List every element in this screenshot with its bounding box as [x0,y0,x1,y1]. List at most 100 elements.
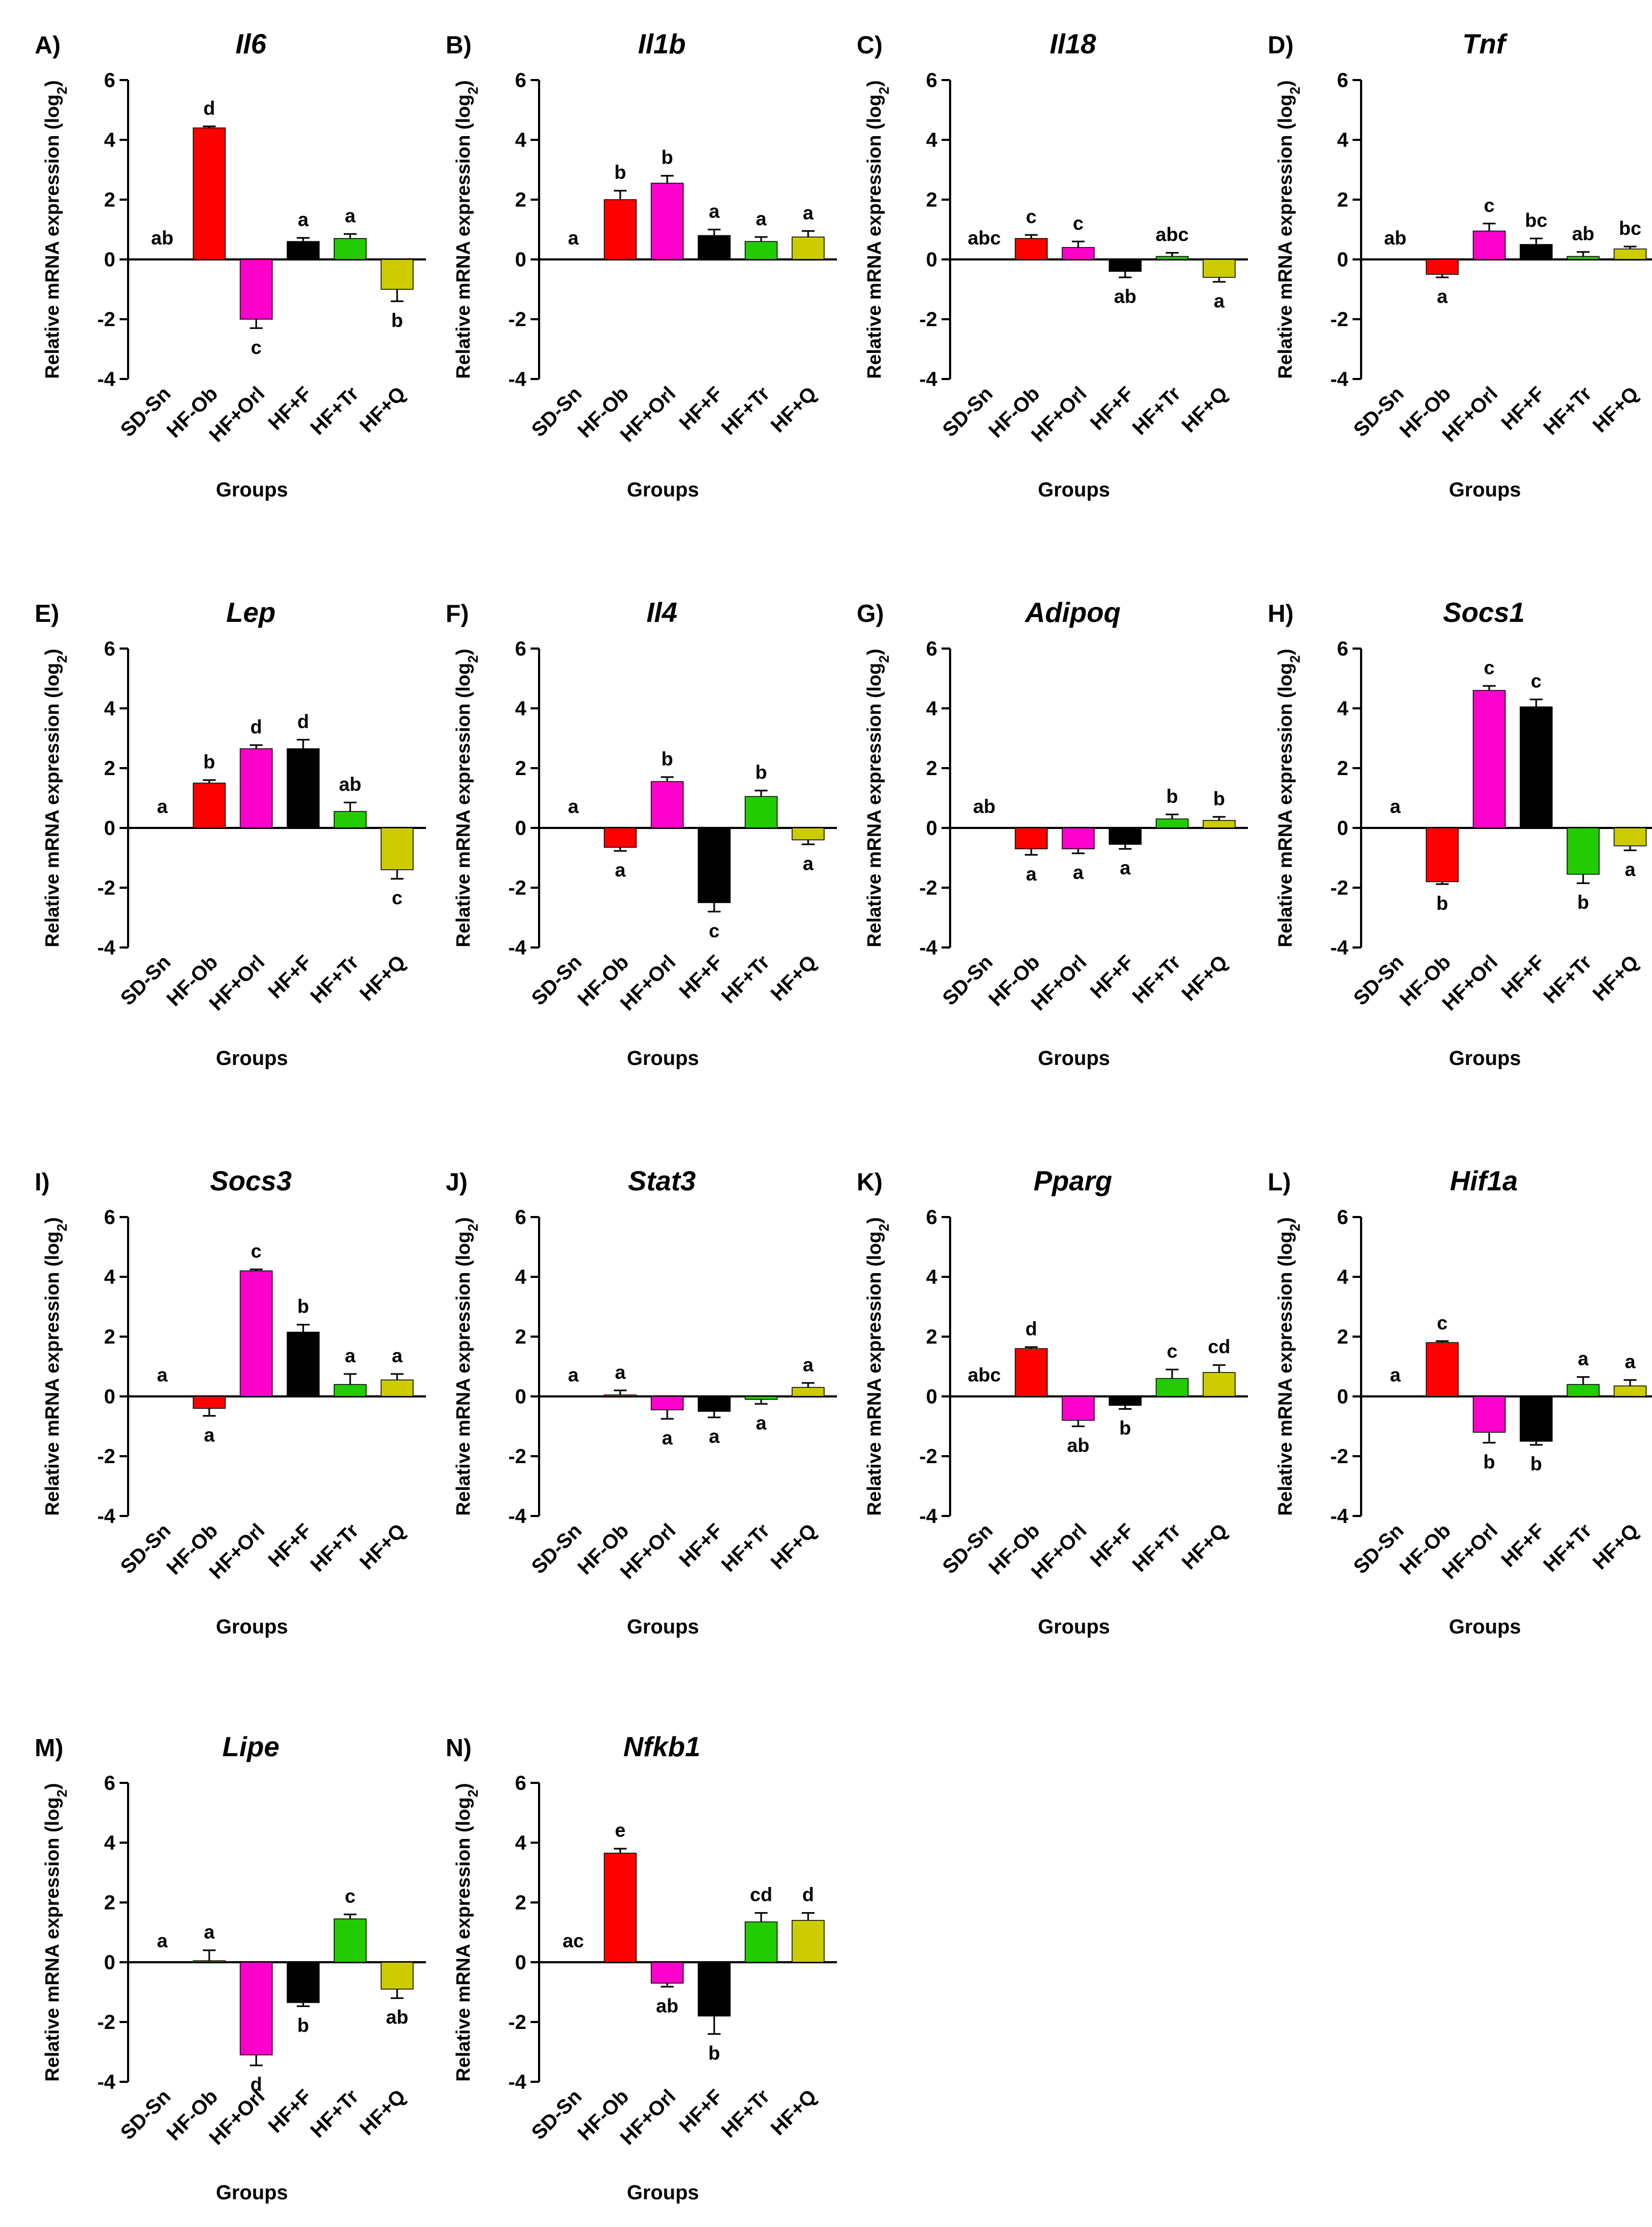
panel-m-bar-2 [240,1962,273,2056]
panel-e-cat-5: HF+Q [355,951,410,1006]
panel-n-y-label: Relative mRNA expression (log2) [452,1783,481,2081]
panel-h-y-tick-label: 2 [1337,757,1348,780]
panel-e-sig-2: d [250,716,262,738]
panel-b-sig-4: a [756,208,767,230]
panel-m-cat-4: HF+Tr [306,2086,363,2143]
panel-c-cat-4: HF+Tr [1128,383,1185,440]
panel-c-sig-3: ab [1114,286,1136,307]
panel-b-bar-1 [604,199,637,260]
panel-a-y-label: Relative mRNA expression (log2) [41,80,70,378]
panel-j-x-label: Groups [627,1616,699,1638]
panel-n-sig-1: e [615,1819,626,1841]
panel-h-y-tick-label: 4 [1337,698,1348,720]
panel-f-y-tick-label: 6 [515,638,526,660]
panel-d-cat-5: HF+Q [1588,383,1643,437]
panel-h-cat-3: HF+F [1497,951,1550,1004]
panel-g-y-label: Relative mRNA expression (log2) [863,649,892,947]
panel-j-cat-3: HF+F [675,1520,728,1572]
panel-i-bar-5 [381,1379,414,1397]
panel-b-y-label: Relative mRNA expression (log2) [452,80,481,378]
panel-l-y-tick-label: -4 [1330,1505,1348,1528]
panel-e-title: Lep [226,597,275,628]
panel-a-sig-5: b [391,309,403,331]
panel-c-cat-0: SD-Sn [938,383,997,441]
panel-h-sig-0: a [1390,795,1401,817]
panel-l-sig-1: c [1437,1312,1448,1333]
panel-e-sig-5: c [392,887,402,909]
panel-h-cat-5: HF+Q [1588,951,1643,1006]
panel-j-y-tick-label: 2 [515,1326,526,1348]
panel-k-sig-4: c [1167,1340,1177,1362]
panel-k-cat-0: SD-Sn [938,1520,997,1578]
panel-h-y-tick-label: 6 [1337,638,1348,660]
panel-e-y-tick-label: 6 [104,638,115,660]
panel-l-bar-4 [1567,1384,1600,1397]
panel-k-cat-3: HF+F [1086,1520,1139,1572]
panel-i-y-tick-label: 6 [104,1206,115,1229]
panel-e-sig-3: d [297,710,309,732]
panel-g-sig-3: a [1120,857,1131,879]
panel-f-cat-3: HF+F [675,951,728,1004]
panel-n-cat-4: HF+Tr [717,2086,774,2143]
panel-l-sig-0: a [1390,1364,1401,1386]
panel-i-sig-4: a [345,1345,356,1367]
panel-l-bar-5 [1614,1385,1647,1397]
panel-g-sig-5: b [1213,787,1225,809]
panel-e-y-tick-label: 0 [104,817,115,840]
panel-c-letter: C) [857,31,883,59]
panel-g-x-label: Groups [1038,1047,1110,1070]
panel-d-y-tick-label: 0 [1337,249,1348,271]
panel-c-sig-0: abc [968,227,1001,249]
panel-c-sig-2: c [1073,212,1084,234]
panel-h-bar-3 [1520,706,1553,828]
panel-f-sig-1: a [615,859,626,881]
panel-h-bar-4 [1567,827,1600,875]
panel-a-y-tick-label: -2 [97,309,115,331]
panel-m-cat-3: HF+F [264,2086,317,2138]
panel-e-y-tick-label: -4 [97,937,115,959]
panel-i-sig-2: c [251,1240,262,1262]
panel-e-x-label: Groups [216,1047,288,1070]
panel-h-cat-4: HF+Tr [1539,951,1596,1008]
panel-f-y-tick-label: 2 [515,757,526,780]
panel-g-sig-4: b [1166,785,1178,807]
panel-k-sig-5: cd [1208,1336,1230,1357]
panel-j-y-label: Relative mRNA expression (log2) [452,1217,481,1515]
panel-i-cat-0: SD-Sn [116,1520,175,1578]
panel-d-sig-5: bc [1619,217,1641,239]
panel-g-bar-5 [1203,820,1236,828]
panel-d-title: Tnf [1463,29,1508,60]
panel-b-bar-3 [698,235,731,260]
panel-g-cat-5: HF+Q [1177,951,1232,1006]
panel-i-y-tick-label: 2 [104,1326,115,1348]
panel-j-cat-0: SD-Sn [527,1520,586,1578]
panel-f-cat-5: HF+Q [766,951,821,1006]
panel-l-x-label: Groups [1449,1616,1521,1638]
panel-i-y-tick-label: -4 [97,1505,115,1528]
panel-l-y-tick-label: 0 [1337,1386,1348,1408]
panel-l-sig-3: b [1530,1453,1542,1475]
panel-h-y-tick-label: -2 [1330,877,1348,899]
panel-g-bar-4 [1156,818,1189,828]
panel-e-cat-4: HF+Tr [306,951,363,1008]
panel-a-x-label: Groups [216,479,288,501]
panel-b-y-tick-label: -2 [508,309,526,331]
panel-n-sig-4: cd [750,1884,772,1906]
panel-i-bar-2 [240,1270,273,1397]
panel-l-sig-2: b [1483,1451,1495,1473]
panel-d-cat-4: HF+Tr [1539,383,1596,440]
panel-b-sig-5: a [803,202,814,224]
panel-c-y-tick-label: 2 [926,189,937,211]
panel-n-sig-5: d [802,1884,814,1906]
panel-e-bar-4 [334,811,367,828]
panel-e-y-tick-label: 4 [104,698,115,720]
panel-b-sig-3: a [709,200,720,222]
panel-j-y-tick-label: 4 [515,1266,526,1289]
panel-d-sig-4: ab [1572,223,1594,244]
panel-e-bar-2 [240,748,273,828]
panel-c-y-tick-label: 4 [926,129,937,152]
panel-m-x-label: Groups [216,2182,288,2204]
panel-l-y-label: Relative mRNA expression (log2) [1274,1217,1303,1515]
panel-b-cat-3: HF+F [675,383,728,435]
panel-d-y-tick-label: 4 [1337,129,1348,152]
